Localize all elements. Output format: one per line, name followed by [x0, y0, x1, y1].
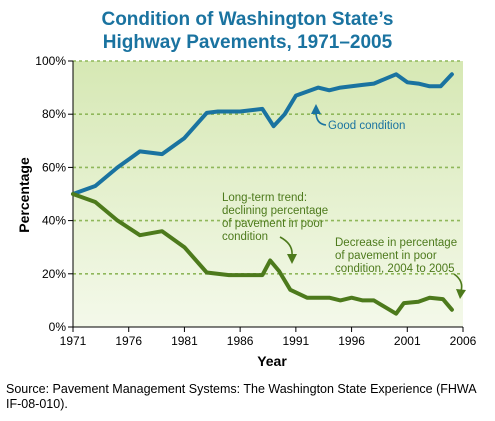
- annotation-line: Good condition: [328, 120, 405, 132]
- annotation-arrowhead-decrease: [456, 289, 466, 299]
- plot-background: [73, 61, 463, 327]
- y-tick-label: 60%: [42, 160, 66, 174]
- y-tick-label: 80%: [42, 107, 66, 121]
- annotation-line: Long-term trend:: [222, 192, 307, 204]
- annotation-line: condition, 2004 to 2005: [335, 263, 455, 275]
- y-tick-label: 100%: [35, 54, 66, 68]
- annotation-arrow-decrease: [453, 273, 463, 292]
- annotation-line: of pavement in poor: [335, 250, 437, 262]
- x-tick-label: 1981: [171, 334, 198, 348]
- chart-title-line-2: Highway Pavements, 1971–2005: [102, 32, 393, 53]
- annotation-arrowhead-good: [311, 104, 321, 114]
- x-tick-label: 1991: [283, 334, 310, 348]
- plot-area: 0% 20% 40% 60% 80% 100% 1971 1976 1981 1986 1991 19…: [16, 54, 477, 369]
- x-tick-label: 1971: [60, 334, 87, 348]
- y-axis-title: Percentage: [16, 157, 32, 233]
- y-tick-label: 40%: [42, 214, 66, 228]
- x-axis-title: Year: [257, 353, 287, 369]
- x-tick-label: 1986: [227, 334, 254, 348]
- series-line-poor: [71, 192, 454, 316]
- annotation-arrowhead-trend: [287, 254, 297, 264]
- series-line-good: [71, 72, 454, 196]
- annotation-line: declining percentage: [222, 205, 328, 217]
- y-tick-label: 20%: [42, 267, 66, 281]
- x-tick-label: 1976: [115, 334, 142, 348]
- x-tick-label: 1996: [338, 334, 365, 348]
- annotation-text-2: Long-term trend: declining percentage of p…: [222, 192, 328, 243]
- x-tick-label: 2001: [394, 334, 421, 348]
- annotation-line: of pavement in poor: [222, 218, 324, 230]
- x-tick-label: 2006: [450, 334, 477, 348]
- annotation-line: Decrease in percentage: [335, 237, 457, 249]
- annotation-arrow-trend: [279, 236, 293, 256]
- chart-title-line-1: Condition of Washington State’s: [101, 9, 394, 30]
- annotation-text-3: Decrease in percentage of pavement in poo…: [335, 237, 457, 275]
- annotation-text-1: Good condition: [328, 120, 405, 132]
- annotation-line: condition: [222, 231, 268, 243]
- source-note: Source: Pavement Management Systems: The…: [6, 382, 476, 411]
- y-tick-label: 0%: [49, 320, 67, 334]
